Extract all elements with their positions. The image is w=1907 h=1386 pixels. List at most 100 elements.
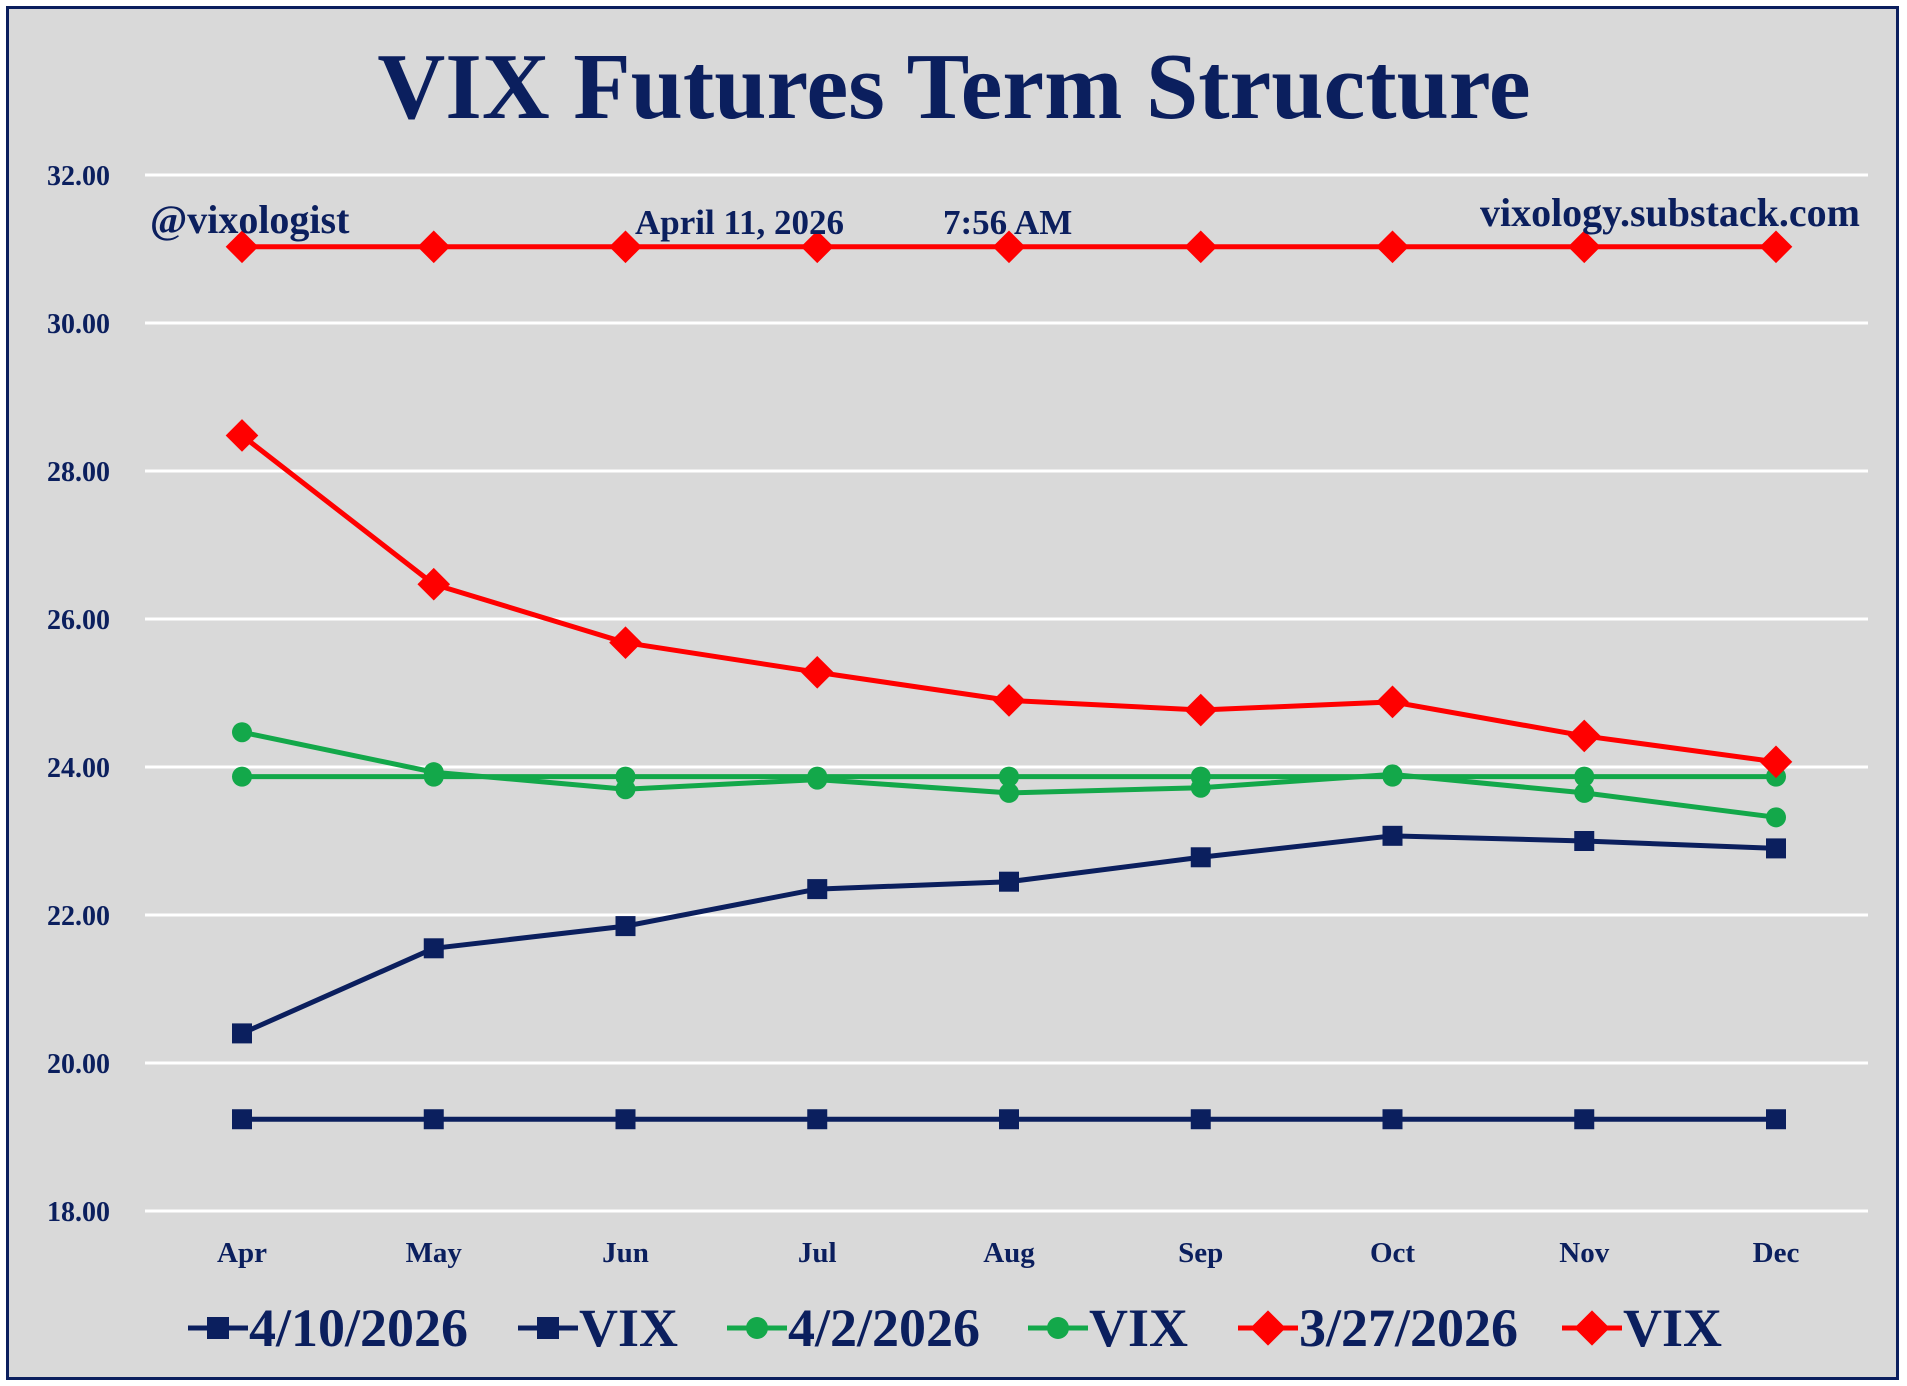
- series-1: [232, 1109, 1786, 1130]
- data-point: [232, 1109, 252, 1130]
- x-tick-label: Dec: [1753, 1237, 1800, 1269]
- legend-label: VIX: [1623, 1298, 1722, 1358]
- data-point: [232, 766, 252, 787]
- data-point: [609, 626, 642, 659]
- data-point: [999, 766, 1019, 787]
- website-annotation: vixology.substack.com: [1480, 190, 1860, 235]
- data-point: [800, 230, 834, 264]
- series-0: [232, 825, 1786, 1044]
- data-point: [615, 1109, 636, 1130]
- legend-label: VIX: [579, 1298, 678, 1358]
- data-point: [1190, 847, 1211, 868]
- data-point: [1574, 766, 1595, 787]
- data-point: [807, 1109, 828, 1130]
- data-point: [999, 871, 1019, 892]
- data-point: [999, 782, 1019, 803]
- data-point: [1759, 745, 1793, 779]
- y-tick-label: 22.00: [47, 901, 110, 932]
- series-4: [225, 419, 1793, 779]
- data-point: [417, 230, 451, 264]
- x-tick-label: Jun: [602, 1237, 649, 1269]
- legend-marker: [207, 1317, 229, 1339]
- handle-annotation: @vixologist: [150, 197, 350, 242]
- data-point: [1184, 230, 1218, 264]
- y-tick-label: 30.00: [47, 309, 110, 340]
- legend-entry: VIX: [518, 1298, 678, 1358]
- legend-label: 4/10/2026: [249, 1298, 468, 1358]
- chart-title: VIX Futures Term Structure: [377, 35, 1530, 139]
- series-5: [225, 230, 1793, 264]
- legend-label: 4/2/2026: [788, 1298, 980, 1358]
- legend-entry: VIX: [1562, 1298, 1722, 1358]
- data-point: [1574, 782, 1595, 803]
- data-point: [999, 1109, 1019, 1130]
- legend-marker: [746, 1317, 768, 1339]
- x-tick-label: Oct: [1370, 1237, 1415, 1269]
- data-point: [1376, 685, 1409, 719]
- data-point: [1382, 825, 1403, 846]
- data-point: [1766, 1109, 1786, 1130]
- y-tick-label: 32.00: [47, 161, 110, 192]
- data-point: [807, 766, 828, 787]
- x-tick-label: Nov: [1559, 1237, 1609, 1269]
- x-tick-label: May: [406, 1237, 463, 1269]
- data-point: [1766, 838, 1786, 859]
- legend: 4/10/2026 VIX 4/2/2026 VIX 3/27/2026 VIX: [188, 1298, 1722, 1358]
- data-point: [1574, 1109, 1595, 1130]
- x-tick-label: Jul: [798, 1237, 837, 1269]
- plot-series: [225, 230, 1793, 1130]
- data-point: [1766, 807, 1786, 828]
- legend-marker: [1250, 1310, 1286, 1346]
- y-tick-label: 20.00: [47, 1049, 110, 1080]
- data-point: [1376, 230, 1409, 264]
- data-point: [800, 655, 834, 689]
- data-point: [225, 230, 259, 264]
- data-point: [807, 879, 828, 900]
- gridlines: [145, 173, 1868, 1213]
- legend-entry: 3/27/2026: [1238, 1298, 1518, 1358]
- data-point: [417, 567, 451, 601]
- data-point: [1759, 230, 1793, 264]
- data-point: [1190, 766, 1211, 787]
- date-annotation: April 11, 2026: [635, 203, 844, 242]
- data-point: [992, 230, 1026, 264]
- data-point: [615, 766, 636, 787]
- y-tick-label: 18.00: [47, 1197, 110, 1228]
- data-point: [1574, 831, 1595, 851]
- data-point: [423, 1109, 444, 1130]
- y-tick-label: 26.00: [47, 605, 110, 636]
- legend-marker: [1574, 1310, 1610, 1346]
- data-point: [423, 938, 444, 959]
- x-tick-label: Apr: [217, 1237, 267, 1269]
- time-annotation: 7:56 AM: [943, 203, 1072, 242]
- data-point: [225, 419, 259, 452]
- series-line: [240, 833, 1777, 1036]
- data-point: [232, 722, 252, 743]
- legend-label: VIX: [1089, 1298, 1188, 1358]
- y-tick-label: 28.00: [47, 457, 110, 488]
- data-point: [1567, 719, 1601, 753]
- legend-label: 3/27/2026: [1299, 1298, 1518, 1358]
- legend-entry: VIX: [1028, 1298, 1188, 1358]
- data-point: [423, 766, 444, 787]
- data-point: [1190, 1109, 1211, 1130]
- data-point: [1382, 1109, 1403, 1130]
- x-axis-ticks: Apr May Jun Jul Aug Sep Oct Nov Dec: [217, 1237, 1799, 1269]
- legend-marker: [1047, 1317, 1069, 1339]
- x-tick-label: Aug: [983, 1237, 1035, 1269]
- data-point: [609, 230, 642, 264]
- y-axis-ticks: 18.00 20.00 22.00 24.00 26.00 28.00 30.00 32.00: [47, 161, 110, 1228]
- y-tick-label: 24.00: [47, 753, 110, 784]
- data-point: [232, 1023, 252, 1044]
- data-point: [615, 916, 636, 937]
- data-point: [1567, 230, 1601, 264]
- legend-entry: 4/2/2026: [727, 1298, 980, 1358]
- data-point: [992, 684, 1026, 717]
- series-3: [232, 766, 1786, 787]
- data-point: [1382, 766, 1403, 787]
- x-tick-label: Sep: [1178, 1237, 1223, 1269]
- data-point: [1184, 693, 1218, 727]
- legend-marker: [537, 1317, 559, 1339]
- legend-entry: 4/10/2026: [188, 1298, 468, 1358]
